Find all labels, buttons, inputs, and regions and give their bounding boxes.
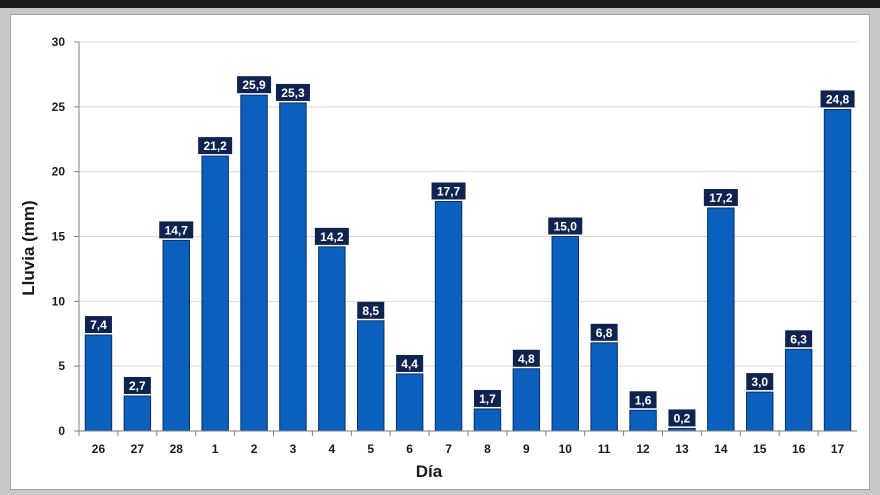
x-tick-label: 12	[636, 442, 650, 456]
x-tick-label: 17	[831, 442, 845, 456]
x-tick-label: 11	[598, 442, 611, 456]
chart-panel: 0 5 10 15 20 25 30 26 27 28 1 2 3 4 5 6 7 8 9 10 11 12 13 14 15…	[10, 14, 870, 490]
data-label-box	[590, 323, 618, 341]
data-label-box	[198, 137, 233, 155]
data-label-box	[159, 221, 194, 239]
x-tick-label: 15	[753, 442, 767, 456]
data-label: 2,7	[129, 379, 146, 393]
data-label: 6,8	[596, 326, 613, 340]
gridlines	[79, 41, 857, 367]
y-tick-label: 20	[52, 165, 66, 179]
y-tick-labels: 0 5 10 15 20 25 30	[52, 35, 66, 438]
data-label: 6,3	[790, 332, 807, 346]
data-label-box	[473, 389, 501, 407]
x-tick-label: 7	[445, 442, 452, 456]
x-tick-label: 26	[92, 442, 106, 456]
bar	[707, 207, 735, 432]
bar	[279, 102, 307, 432]
x-tick-labels: 26 27 28 1 2 3 4 5 6 7 8 9 10 11 12 13 14 15 16 17	[92, 442, 845, 456]
data-label-box	[396, 354, 424, 372]
data-label: 4,8	[518, 352, 535, 366]
data-label: 1,6	[635, 393, 652, 407]
y-tick-label: 10	[52, 294, 66, 308]
x-tick-label: 13	[675, 442, 689, 456]
data-label-box	[431, 182, 466, 200]
y-tick-label: 25	[52, 100, 66, 114]
data-label: 1,7	[479, 392, 496, 406]
data-label-box	[703, 188, 738, 206]
data-label-box	[237, 76, 272, 94]
data-label-box	[314, 227, 349, 245]
x-tick-label: 1	[212, 442, 219, 456]
data-label: 17,2	[709, 191, 733, 205]
bar	[629, 409, 657, 432]
data-label: 7,4	[90, 318, 107, 332]
data-label: 8,5	[362, 304, 379, 318]
y-tick-label: 0	[58, 424, 65, 438]
data-label-box	[512, 349, 540, 367]
data-label-box	[275, 83, 310, 101]
data-label-box	[746, 373, 774, 391]
data-label: 25,3	[281, 86, 305, 100]
bar	[551, 236, 579, 432]
bar	[123, 395, 152, 432]
x-tick-label: 6	[406, 442, 413, 456]
data-label: 4,4	[401, 357, 418, 371]
data-label: 17,7	[437, 184, 461, 198]
bar	[395, 373, 424, 432]
x-tick-label: 3	[290, 442, 297, 456]
top-bar	[0, 0, 880, 8]
x-tick-label: 14	[714, 442, 728, 456]
data-label: 25,9	[242, 78, 266, 92]
x-tick-label: 16	[792, 442, 806, 456]
data-label-box	[548, 217, 583, 235]
data-label-box	[785, 330, 813, 348]
bar	[318, 246, 346, 432]
bar	[162, 239, 190, 432]
y-tick-label: 15	[52, 230, 66, 244]
bar	[473, 408, 502, 432]
data-label-box	[668, 409, 696, 427]
data-label: 24,8	[826, 92, 850, 106]
axes	[74, 41, 857, 436]
bar	[823, 108, 852, 432]
data-label: 15,0	[554, 220, 578, 234]
bar	[590, 342, 618, 432]
bar	[746, 391, 774, 432]
x-tick-label: 2	[251, 442, 258, 456]
bar	[357, 320, 385, 432]
x-axis-title: Día	[416, 462, 443, 481]
x-tick-label: 10	[559, 442, 573, 456]
x-tick-label: 28	[170, 442, 184, 456]
data-label: 0,2	[674, 411, 691, 425]
data-label: 21,2	[203, 139, 227, 153]
data-labels: 7,4 2,7 14,7 21,2 25,9 25,3 14,2 8,5 4,4 17,7 1,7 4…	[84, 76, 855, 427]
data-label-box	[629, 391, 657, 409]
data-label-box	[357, 301, 385, 319]
bar	[84, 334, 113, 432]
bars	[84, 94, 852, 432]
x-tick-label: 9	[523, 442, 530, 456]
y-tick-label: 5	[58, 359, 65, 373]
data-label: 14,2	[320, 230, 344, 244]
data-label-box	[820, 90, 855, 108]
data-label: 3,0	[751, 375, 768, 389]
x-tick-label: 4	[329, 442, 336, 456]
x-tick-label: 27	[131, 442, 145, 456]
x-tick-label: 8	[484, 442, 491, 456]
data-label-box	[84, 316, 112, 334]
bar	[434, 200, 463, 432]
bar	[784, 348, 813, 432]
data-label: 14,7	[165, 223, 189, 237]
bar	[512, 368, 541, 432]
x-tick-label: 5	[367, 442, 374, 456]
data-label-box	[123, 376, 151, 394]
y-tick-label: 30	[52, 35, 66, 49]
y-axis-title: Lluvia (mm)	[19, 200, 38, 295]
bar	[240, 94, 268, 432]
bar	[201, 155, 229, 432]
